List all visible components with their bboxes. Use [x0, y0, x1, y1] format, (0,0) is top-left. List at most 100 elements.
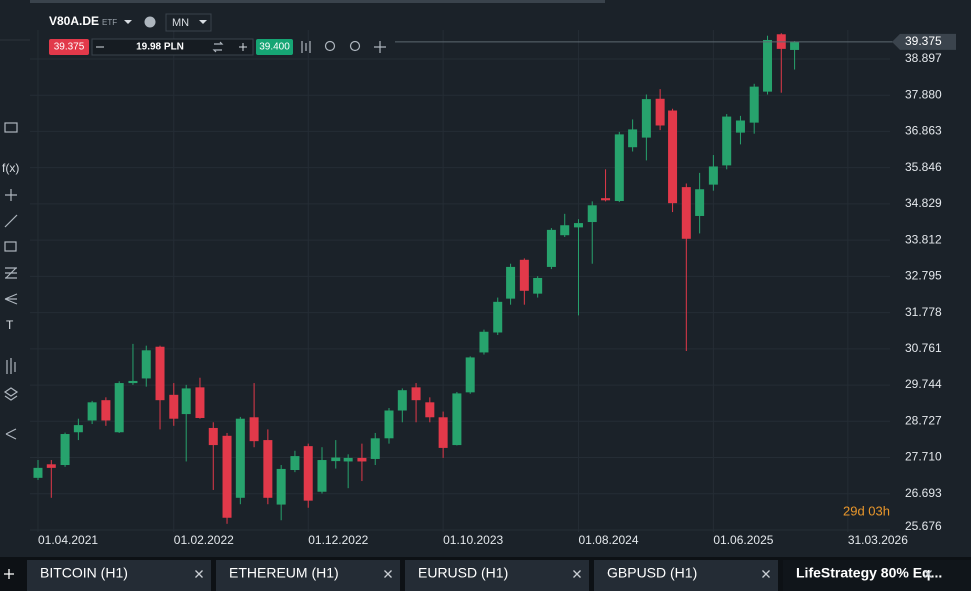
candle-body — [681, 187, 691, 239]
candle-body — [128, 380, 138, 384]
tab-label: EURUSD (H1) — [418, 565, 508, 581]
candle-body — [641, 99, 651, 138]
tab-close[interactable] — [195, 570, 203, 578]
x-tick-label: 01.04.2021 — [38, 533, 98, 547]
candle-body — [331, 457, 341, 462]
y-tick-label: 28.727 — [905, 413, 942, 427]
tab-close[interactable] — [924, 570, 932, 578]
indicator-icon[interactable] — [6, 358, 16, 374]
candle-body — [46, 464, 56, 468]
buy-price: 39.400 — [259, 42, 290, 53]
candle-body — [303, 446, 313, 501]
tab[interactable] — [216, 560, 400, 591]
symbol-dropdown[interactable] — [124, 20, 132, 24]
candle-body — [155, 346, 165, 401]
info-icon[interactable] — [144, 16, 156, 28]
share-icon[interactable] — [5, 428, 17, 440]
fan-tool[interactable] — [4, 293, 18, 305]
candle-body — [384, 410, 394, 439]
crosshair-tool[interactable] — [5, 189, 17, 201]
fib-tool[interactable] — [5, 267, 17, 279]
candle-body — [749, 86, 759, 123]
y-tick-label: 29.744 — [905, 377, 942, 391]
candle-body — [519, 259, 529, 291]
volume-box[interactable] — [91, 38, 254, 56]
y-tick-label: 37.880 — [905, 87, 942, 101]
buy-button[interactable] — [256, 39, 293, 55]
zoom-in[interactable] — [349, 40, 361, 52]
candle-body — [479, 331, 489, 353]
candle-body — [668, 110, 678, 204]
y-tick-label: 38.897 — [905, 51, 942, 65]
candle-body — [357, 457, 367, 462]
x-tick-label: 31.03.2026 — [848, 533, 908, 547]
function-tool[interactable]: f(x) — [2, 161, 19, 175]
layers-icon[interactable] — [3, 387, 19, 401]
candle-body — [546, 229, 556, 267]
last-price-label: 39.375 — [905, 34, 942, 48]
candle-body — [425, 402, 435, 418]
tab[interactable] — [405, 560, 589, 591]
interval-select[interactable] — [165, 13, 212, 32]
chart-type-icon[interactable] — [301, 41, 311, 53]
candle-body — [735, 120, 745, 133]
plot: 38.897 37.880 36.863 35.846 34.829 33.812 32.7… — [30, 30, 956, 547]
tab-close[interactable] — [762, 570, 770, 578]
candle-body — [263, 440, 273, 498]
y-tick-label: 32.795 — [905, 269, 942, 283]
candle-body — [195, 387, 205, 418]
candle-body — [560, 225, 570, 236]
y-tick-label: 26.693 — [905, 486, 942, 500]
candle-body — [722, 116, 732, 166]
increase-button[interactable] — [239, 43, 247, 51]
pan-icon[interactable] — [374, 41, 386, 53]
asset-type: ETF — [102, 18, 117, 27]
tab[interactable] — [594, 560, 778, 591]
tab-bar: BITCOIN (H1) ETHEREUM (H1) EURUSD (H1) GBPU… — [0, 557, 971, 591]
top-strip — [30, 0, 605, 3]
volume: 19.98 PLN — [136, 42, 184, 53]
candle-body — [438, 417, 448, 448]
candle-countdown: 29d 03h — [843, 503, 890, 518]
swap-icon[interactable] — [212, 41, 224, 53]
candle-body — [493, 301, 503, 333]
candle-body — [276, 468, 286, 505]
tab-close[interactable] — [573, 570, 581, 578]
candle-body — [114, 383, 124, 433]
zoom-out[interactable] — [324, 40, 336, 52]
line-tool[interactable] — [4, 214, 18, 228]
x-tick-label: 01.06.2025 — [713, 533, 773, 547]
candle-body — [614, 134, 624, 202]
interval-caret — [199, 20, 207, 24]
tab-close[interactable] — [384, 570, 392, 578]
x-tick-label: 01.12.2022 — [308, 533, 368, 547]
rect-tool[interactable] — [4, 241, 17, 252]
sell-button[interactable] — [49, 39, 89, 55]
candle-body — [370, 438, 380, 459]
tab[interactable] — [783, 560, 971, 591]
candle-body — [506, 266, 516, 299]
candle-body — [169, 394, 179, 419]
candle-body — [208, 427, 218, 446]
y-tick-label: 33.812 — [905, 232, 942, 246]
candle-body — [790, 41, 800, 50]
candle-body — [181, 388, 191, 415]
y-tick-label: 25.676 — [905, 519, 942, 533]
candle-body — [465, 357, 475, 393]
screen-icon[interactable] — [4, 122, 18, 133]
candle-body — [343, 457, 353, 462]
candle-body — [317, 460, 327, 492]
tab[interactable] — [27, 560, 211, 591]
add-tab[interactable] — [4, 569, 14, 579]
candle-body — [222, 435, 232, 518]
candle-body — [695, 189, 705, 216]
candle-body — [33, 467, 43, 478]
interval: MN — [172, 17, 189, 29]
x-tick-label: 01.10.2023 — [443, 533, 503, 547]
candle-body — [141, 350, 151, 379]
candle-body — [397, 390, 407, 411]
candle-body — [73, 425, 83, 433]
text-tool[interactable]: T — [6, 318, 14, 332]
last-price-tag — [892, 33, 956, 50]
